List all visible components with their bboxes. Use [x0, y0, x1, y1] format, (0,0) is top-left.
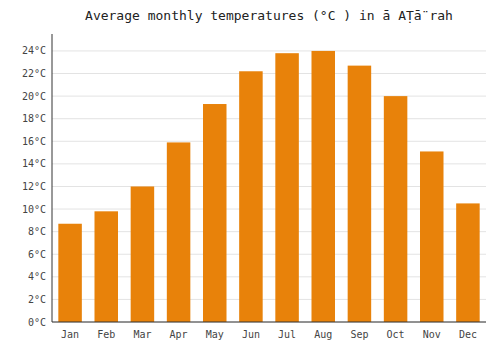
bar [203, 104, 227, 322]
chart: Average monthly temperatures (°C ) in ā … [0, 0, 500, 350]
grid [52, 51, 486, 322]
y-tick-label: 8°C [28, 226, 46, 237]
bar [420, 151, 444, 322]
y-tick-label: 22°C [22, 68, 46, 79]
x-tick-label: Mar [133, 329, 151, 340]
x-tick-label: Feb [97, 329, 115, 340]
y-tick-label: 6°C [28, 249, 46, 260]
bar [456, 203, 480, 322]
bar [58, 224, 82, 322]
x-tick-label: Sep [350, 329, 368, 340]
y-tick-label: 24°C [22, 45, 46, 56]
x-tick-label: Oct [387, 329, 405, 340]
grid-line [52, 73, 486, 74]
bar [384, 96, 408, 322]
grid-line [52, 141, 486, 142]
bar [239, 71, 263, 322]
grid-line [52, 322, 486, 323]
x-tick-label: May [206, 329, 224, 340]
y-tick-label: 14°C [22, 158, 46, 169]
title: Average monthly temperatures (°C ) in ā … [85, 8, 453, 23]
grid-line [52, 50, 486, 51]
bar [167, 142, 191, 322]
grid-line [52, 118, 486, 119]
x-tick-label: Nov [423, 329, 441, 340]
bars [58, 51, 479, 322]
grid-line [52, 96, 486, 97]
x-tick-label: Aug [314, 329, 332, 340]
y-axis [52, 34, 53, 322]
x-tick-label: Jun [242, 329, 260, 340]
bar [275, 53, 299, 322]
y-tick-label: 2°C [28, 294, 46, 305]
x-tick-label: Apr [170, 329, 188, 340]
x-tick-label: Jul [278, 329, 296, 340]
y-tick-label: 18°C [22, 113, 46, 124]
bar [94, 211, 118, 322]
y-tick-label: 10°C [22, 204, 46, 215]
y-tick-label: 0°C [28, 317, 46, 328]
bar [131, 186, 155, 322]
y-tick-label: 20°C [22, 91, 46, 102]
y-tick-label: 12°C [22, 181, 46, 192]
bar [311, 51, 335, 322]
x-axis [52, 322, 486, 323]
y-tick-label: 4°C [28, 271, 46, 282]
x-tick-label: Dec [459, 329, 477, 340]
x-tick-label: Jan [61, 329, 79, 340]
bar [348, 66, 372, 322]
y-tick-label: 16°C [22, 136, 46, 147]
